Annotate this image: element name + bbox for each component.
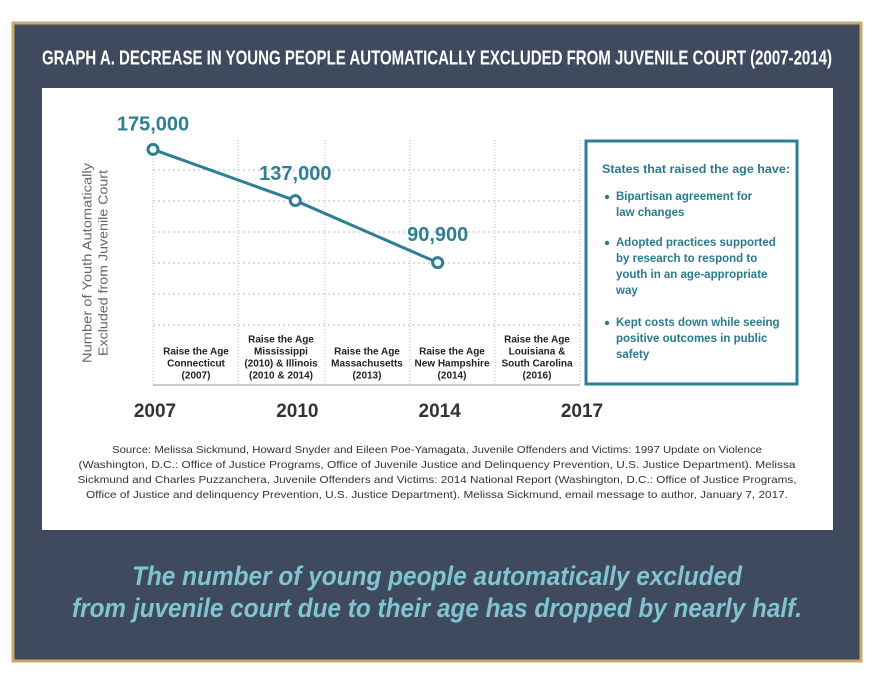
bullet-dot — [604, 240, 610, 246]
milestone-label: (2007) — [182, 371, 211, 382]
milestone-label: (2014) — [438, 371, 467, 382]
milestone-label: (2010) & Illinois — [244, 359, 318, 370]
milestone-label: Raise the Age — [419, 347, 485, 358]
x-tick-label: 2017 — [561, 401, 603, 422]
milestone-label: (2016) — [523, 371, 552, 382]
value-label: 90,900 — [407, 224, 468, 246]
data-point — [146, 142, 160, 156]
sidebar-bullet: positive outcomes in public — [616, 333, 768, 345]
sidebar-bullet: Adopted practices supported — [616, 237, 776, 249]
milestone-label: Louisiana & — [509, 347, 566, 358]
milestone-label: Raise the Age — [248, 335, 314, 346]
title: GRAPH A. DECREASE IN YOUNG PEOPLE AUTOMA… — [42, 47, 832, 69]
y-axis-label: Number of Youth Automatically — [79, 162, 94, 363]
x-tick-label: 2007 — [134, 401, 176, 422]
x-tick-label: 2014 — [419, 401, 462, 422]
milestone-label: Raise the Age — [163, 347, 229, 358]
white-panel — [42, 88, 833, 530]
milestone-label: Raise the Age — [504, 335, 570, 346]
source-text: Source: Melissa Sickmund, Howard Snyder … — [112, 444, 762, 456]
caption: from juvenile court due to their age has… — [72, 593, 802, 623]
milestone-label: South Carolina — [501, 359, 573, 370]
data-point — [288, 194, 302, 208]
sidebar-box — [584, 139, 799, 386]
caption: The number of young people automatically… — [132, 561, 742, 591]
source-text: Office of Justice and delinquency Preven… — [86, 489, 788, 501]
milestone-label: Raise the Age — [334, 347, 400, 358]
bullet-dot — [604, 194, 610, 200]
value-label: 175,000 — [117, 114, 189, 136]
sidebar-bullet: Bipartisan agreement for — [616, 191, 753, 203]
milestone-label: Connecticut — [167, 359, 225, 370]
milestone-label: New Hampshire — [414, 359, 489, 370]
sidebar-bullet: youth in an age-appropriate — [616, 269, 767, 281]
sidebar-bullet: law changes — [616, 207, 684, 219]
sidebar-bullet: Kept costs down while seeing — [616, 317, 780, 329]
milestone-label: Massachusetts — [331, 359, 403, 370]
y-axis-label: Excluded from Juvenile Court — [95, 170, 110, 356]
milestone-label: (2013) — [353, 371, 382, 382]
sidebar-bullet: safety — [616, 349, 650, 361]
source-text: Sickmund and Charles Puzzanchera, Juveni… — [78, 474, 797, 486]
data-point — [431, 256, 445, 270]
bullet-dot — [604, 320, 610, 326]
milestone-label: (2010 & 2014) — [249, 371, 313, 382]
x-tick-label: 2010 — [276, 401, 318, 422]
milestone-label: Mississippi — [254, 347, 308, 358]
sidebar-title: States that raised the age have: — [602, 164, 790, 176]
sidebar-bullet: by research to respond to — [616, 253, 757, 265]
sidebar-bullet: way — [615, 285, 638, 297]
source-text: (Washington, D.C.: Office of Justice Pro… — [79, 459, 796, 471]
value-label: 137,000 — [259, 163, 331, 185]
